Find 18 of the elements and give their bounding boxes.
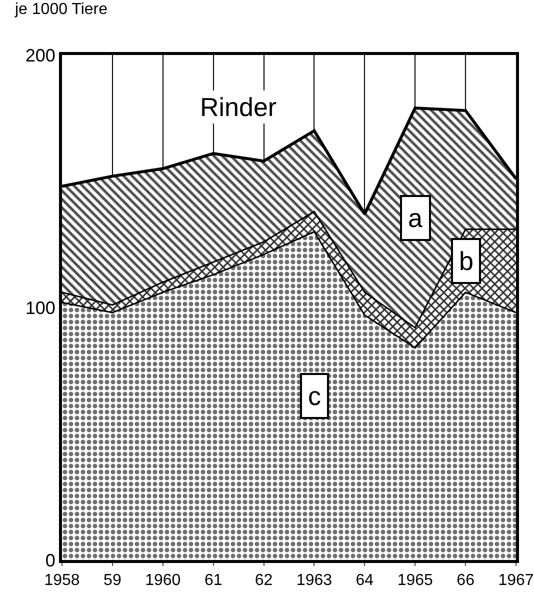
x-tick-label: 64 [356, 572, 374, 590]
y-tick-label: 0 [45, 550, 56, 570]
x-tick-label: 1958 [44, 572, 80, 590]
x-tick-label: 1965 [397, 572, 434, 590]
y-axis-title: je 1000 Tiere [14, 1, 108, 18]
x-tick-label: 1967 [498, 572, 534, 590]
x-tick-label: 59 [104, 572, 122, 590]
series-label: b [459, 246, 474, 276]
x-tick-label: 1963 [296, 572, 332, 590]
x-tick-label: 1960 [145, 572, 181, 590]
y-tick-label: 100 [25, 298, 56, 318]
series-label: a [408, 203, 423, 233]
x-tick-label: 62 [254, 572, 273, 590]
y-tick-label: 200 [25, 45, 56, 66]
annotation: Rinder [200, 92, 277, 122]
series-label: c [308, 381, 321, 411]
x-tick-label: 61 [204, 572, 222, 590]
x-tick-label: 66 [456, 572, 475, 590]
